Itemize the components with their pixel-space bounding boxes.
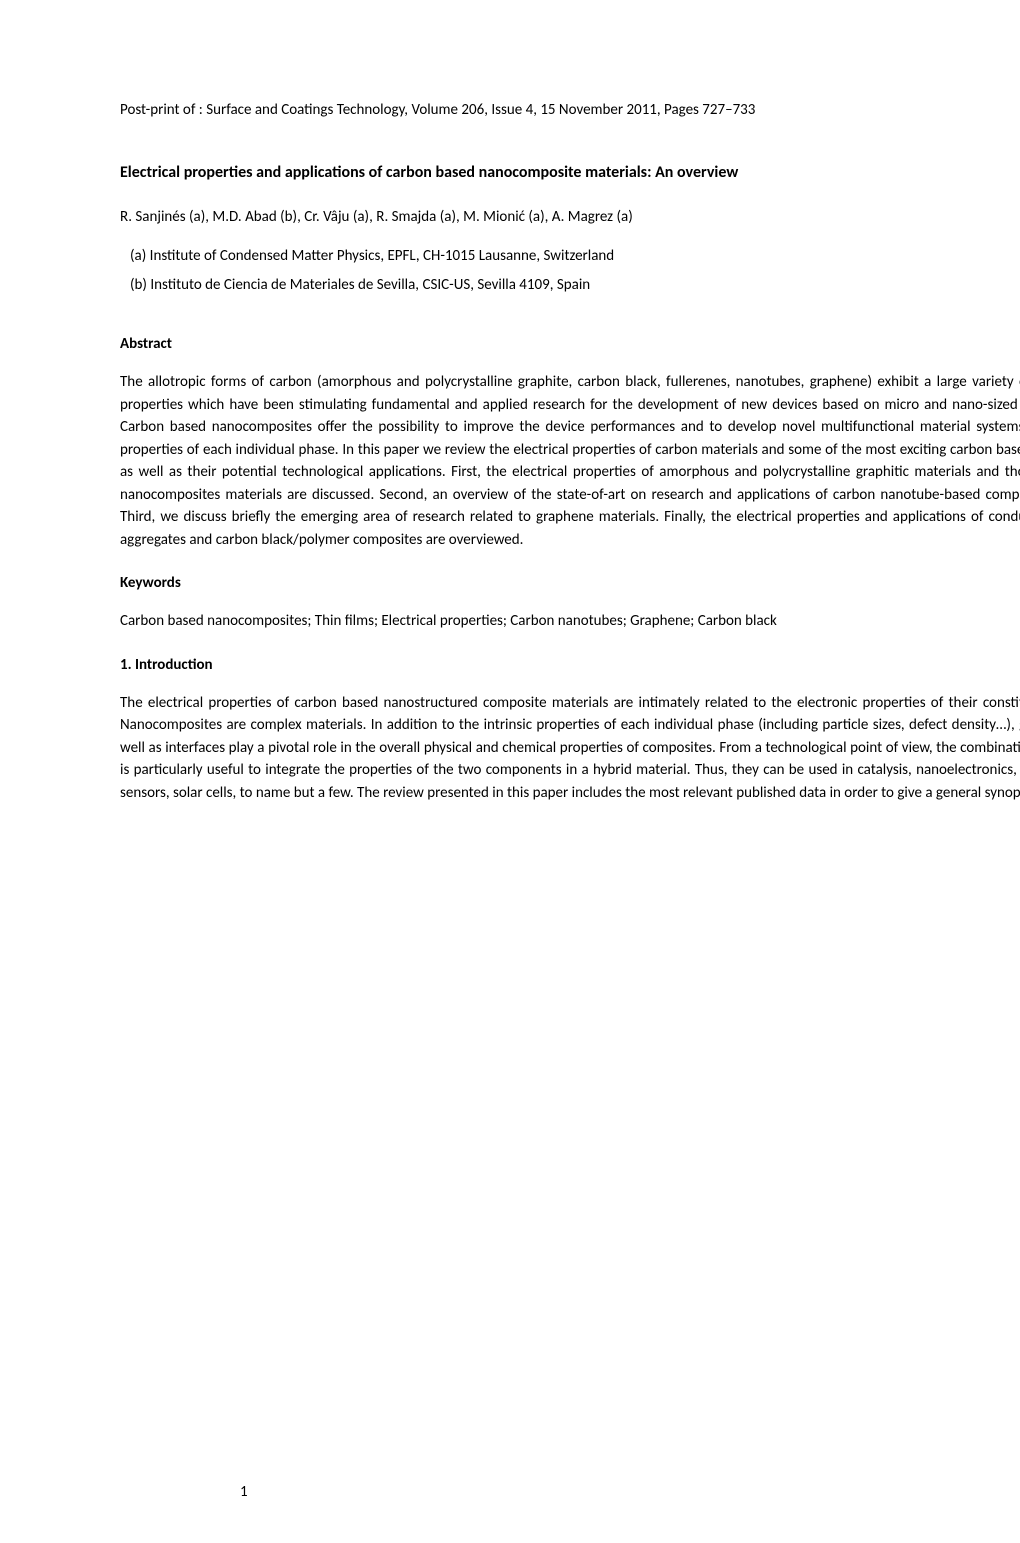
postprint-citation: Post-print of : Surface and Coatings Tec… (120, 100, 1020, 121)
affiliations-block: (a) Institute of Condensed Matter Physic… (120, 246, 1020, 296)
affiliation-b: (b) Instituto de Ciencia de Materiales d… (120, 275, 1020, 296)
author-list: R. Sanjinés (a), M.D. Abad (b), Cr. Vâju… (120, 207, 1020, 228)
keywords-text: Carbon based nanocomposites; Thin films;… (120, 610, 1020, 633)
page-number: 1 (240, 1482, 248, 1503)
abstract-heading: Abstract (120, 334, 1020, 355)
paper-title: Electrical properties and applications o… (120, 161, 1020, 185)
introduction-text: The electrical properties of carbon base… (120, 692, 1020, 805)
affiliation-a: (a) Institute of Condensed Matter Physic… (120, 246, 1020, 267)
keywords-heading: Keywords (120, 573, 1020, 594)
abstract-text: The allotropic forms of carbon (amorphou… (120, 371, 1020, 551)
introduction-heading: 1. Introduction (120, 655, 1020, 676)
